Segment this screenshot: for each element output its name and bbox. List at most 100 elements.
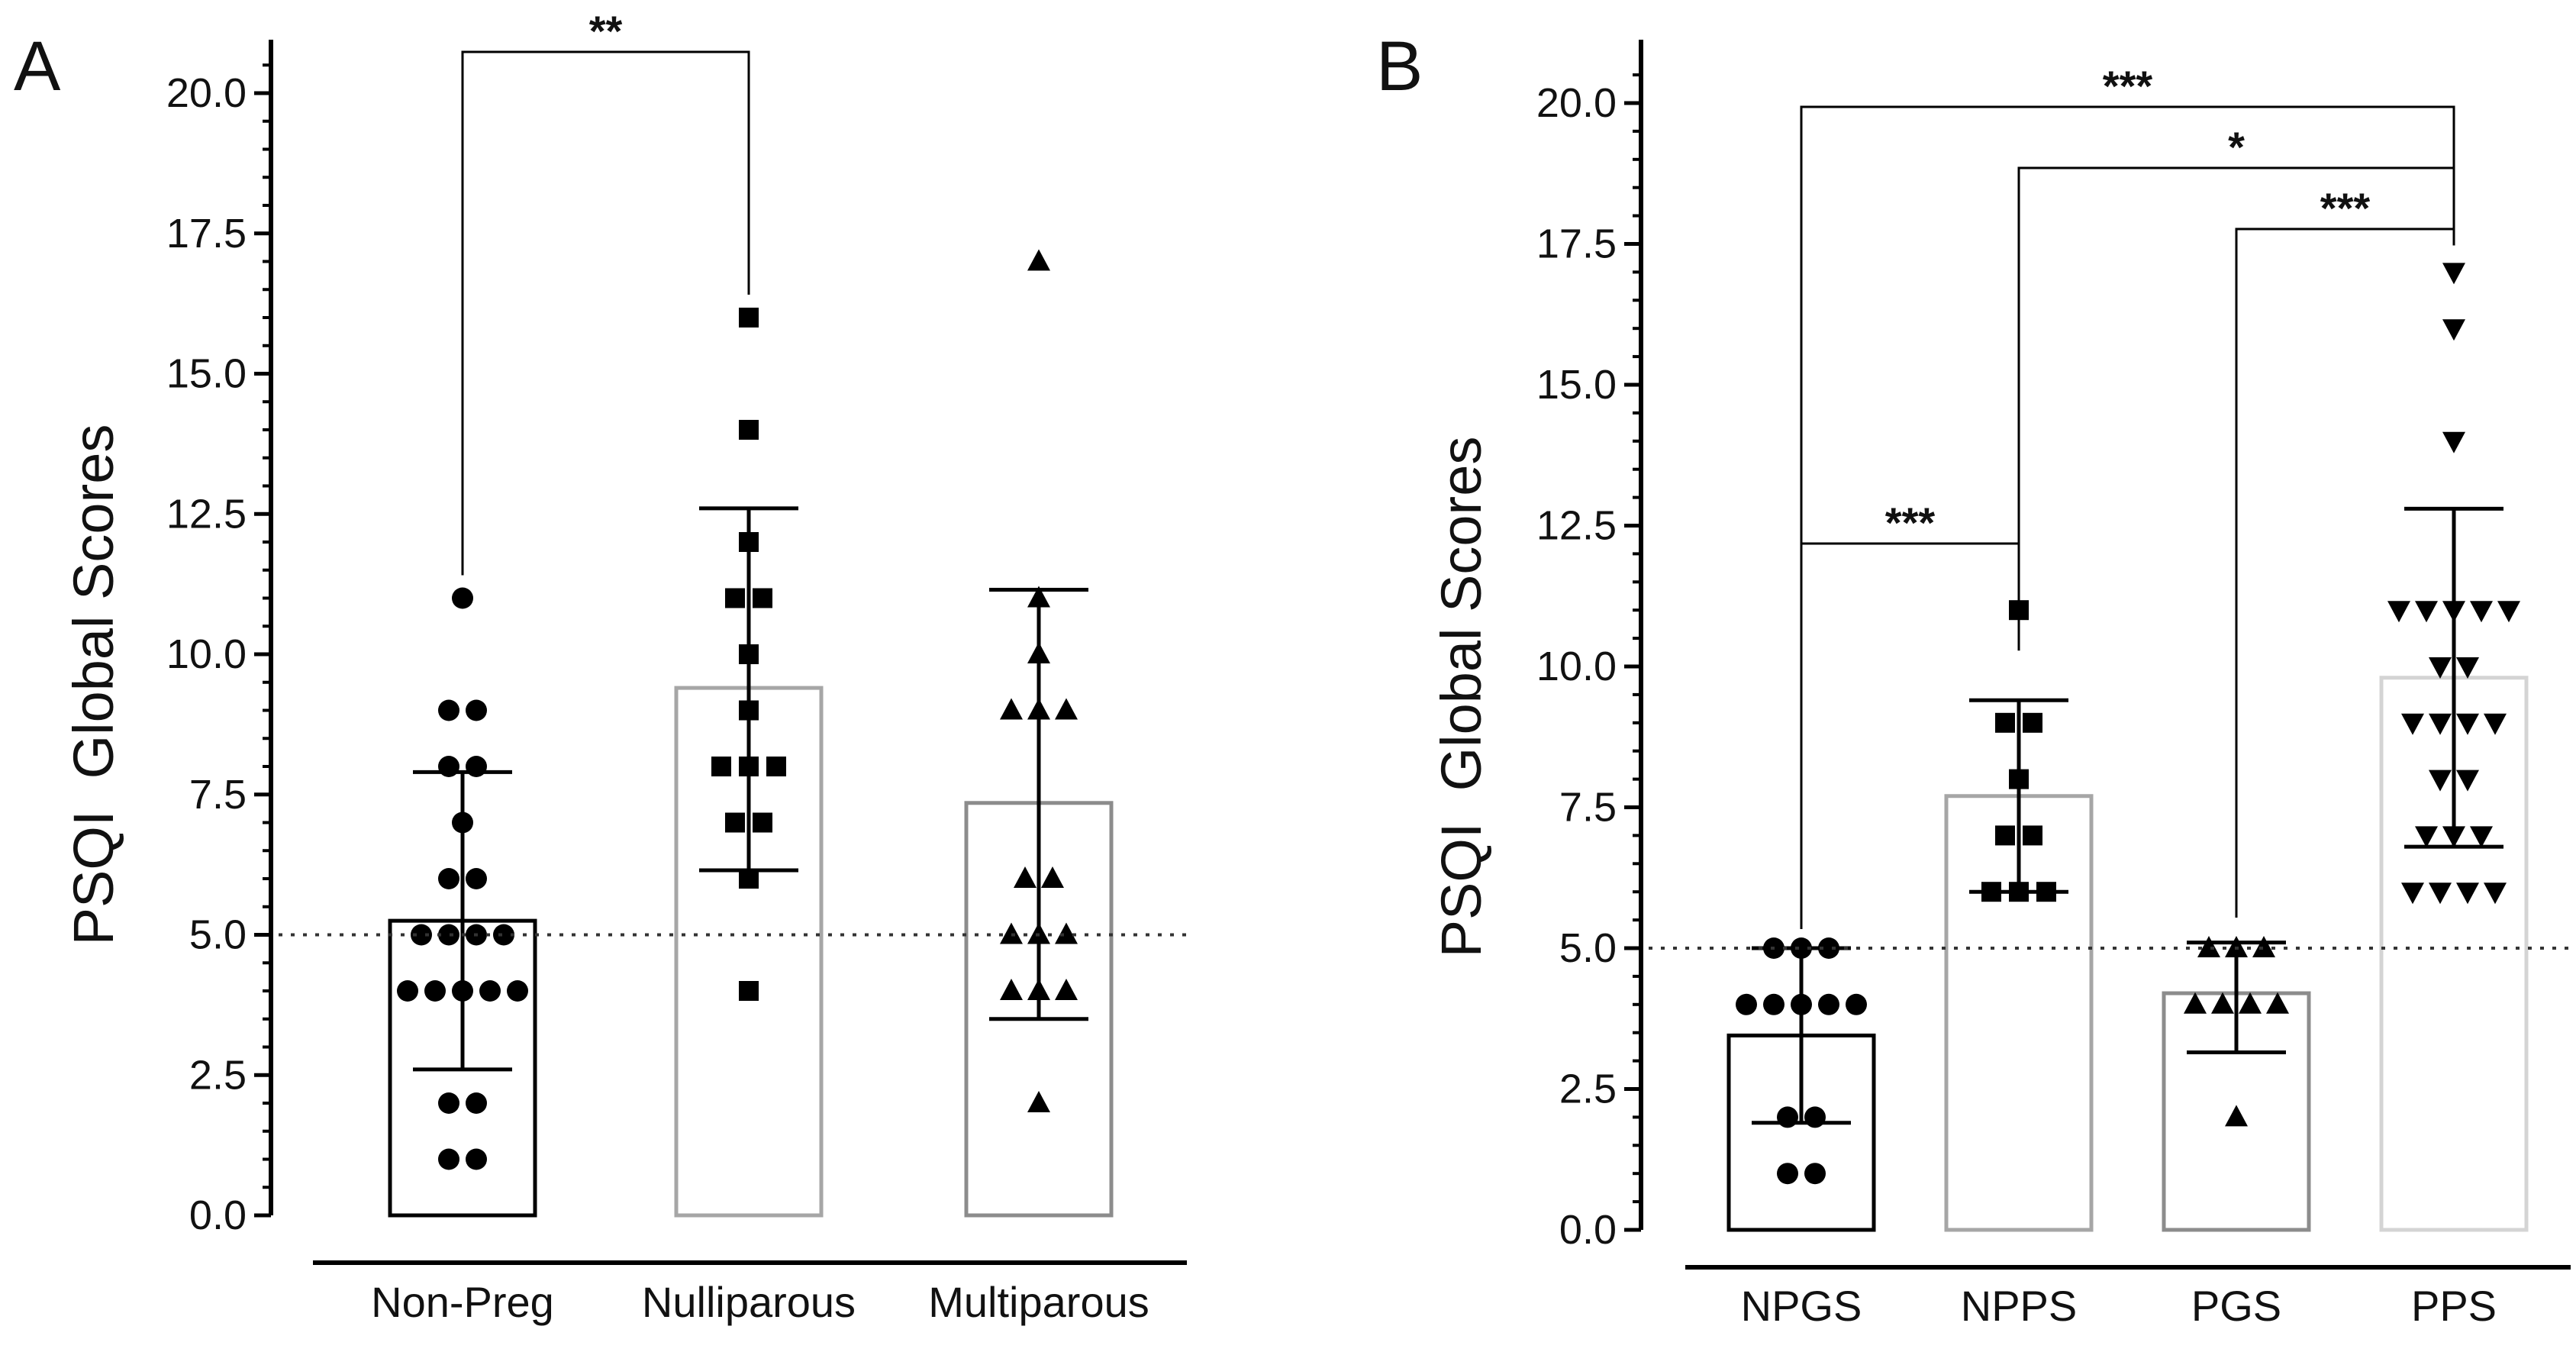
group-pps xyxy=(2379,263,2529,1232)
y-tick-label: 20.0 xyxy=(166,70,247,116)
y-tick-label: 17.5 xyxy=(1536,221,1617,267)
data-point xyxy=(2387,601,2410,623)
y-tick-label: 12.5 xyxy=(1536,503,1617,549)
data-point xyxy=(1027,1091,1050,1112)
data-point xyxy=(2429,770,2452,792)
data-point xyxy=(479,980,501,1002)
data-point xyxy=(2415,826,2438,848)
y-tick-label: 5.0 xyxy=(1559,925,1617,971)
y-tick-label: 5.0 xyxy=(189,912,247,958)
group-nulliparous xyxy=(674,308,824,1218)
data-point xyxy=(438,924,459,946)
data-point xyxy=(466,868,487,889)
data-point xyxy=(753,812,772,833)
y-tick-label: 15.0 xyxy=(1536,362,1617,408)
data-point xyxy=(2456,770,2479,792)
bracket-line xyxy=(1800,542,2020,929)
data-point xyxy=(1000,979,1023,1000)
panel-letter: A xyxy=(14,27,61,105)
data-point xyxy=(1027,249,1050,271)
data-point xyxy=(725,588,745,608)
significance-bracket: *** xyxy=(1800,499,2020,929)
data-point xyxy=(1055,922,1078,944)
data-point xyxy=(466,699,487,721)
data-point xyxy=(2401,713,2424,735)
data-point xyxy=(2252,936,2275,957)
y-axis-title: PSQI Global Scores xyxy=(62,424,125,946)
panel-b: B 0.0 2.5 5.0 7.5 10.0 12.5 15.0 17.5 20.0 PSQI Gl… xyxy=(1376,27,2571,1330)
data-point xyxy=(2484,883,2507,905)
data-point xyxy=(2023,825,2042,846)
significance-label: *** xyxy=(2103,62,2153,110)
data-point xyxy=(2211,992,2234,1014)
data-point xyxy=(753,588,772,608)
data-point xyxy=(2266,992,2289,1014)
data-point xyxy=(2415,601,2438,623)
data-point xyxy=(424,980,446,1002)
data-point xyxy=(507,980,528,1002)
data-point xyxy=(2442,431,2465,453)
y-tick-label: 17.5 xyxy=(166,211,247,257)
bracket-line xyxy=(461,50,750,576)
data-point xyxy=(725,812,745,833)
x-category-label: Multiparous xyxy=(928,1278,1149,1326)
data-point xyxy=(438,1092,459,1114)
y-tick-label: 2.5 xyxy=(1559,1066,1617,1112)
data-point xyxy=(1736,993,1757,1015)
data-point xyxy=(1995,712,2015,733)
y-tick-label: 12.5 xyxy=(166,491,247,537)
y-tick-label: 20.0 xyxy=(1536,80,1617,126)
group-multiparous xyxy=(964,249,1114,1218)
y-tick-label: 10.0 xyxy=(1536,644,1617,689)
data-point xyxy=(1055,979,1078,1000)
x-category-label: NPPS xyxy=(1961,1282,2078,1330)
data-point xyxy=(2456,883,2479,905)
significance-bracket: ** xyxy=(461,7,750,576)
data-point xyxy=(2442,263,2465,285)
data-point xyxy=(438,868,459,889)
significance-label: ** xyxy=(589,7,623,55)
data-point xyxy=(466,1148,487,1170)
data-point xyxy=(2023,712,2042,733)
data-point xyxy=(397,980,418,1002)
data-point xyxy=(1763,993,1785,1015)
data-point xyxy=(711,757,731,776)
data-point xyxy=(2429,657,2452,679)
data-point xyxy=(1846,993,1867,1015)
data-point xyxy=(1055,698,1078,720)
data-point xyxy=(438,1148,459,1170)
bracket-line xyxy=(2017,166,2455,580)
group-pgs xyxy=(2162,936,2311,1232)
data-point xyxy=(2429,713,2452,735)
data-point xyxy=(1014,866,1037,888)
x-category-label: Nulliparous xyxy=(642,1278,856,1326)
data-point xyxy=(1041,866,1064,888)
data-point xyxy=(2442,319,2465,341)
data-point xyxy=(739,981,759,1001)
group-npps xyxy=(1944,600,2094,1232)
data-point xyxy=(2456,713,2479,735)
data-point xyxy=(2184,992,2207,1014)
x-category-label: PGS xyxy=(2191,1282,2281,1330)
data-point xyxy=(2239,992,2262,1014)
data-point xyxy=(2225,1105,2248,1127)
panel-a: A 0.0 2.5 5.0 7.5 10.0 12.5 15.0 17.5 20.0 PSQI Gl… xyxy=(14,7,1187,1326)
data-point xyxy=(1995,825,2015,846)
group-non-preg xyxy=(388,587,537,1218)
data-point xyxy=(2456,657,2479,679)
panel-letter: B xyxy=(1376,27,1423,105)
data-point xyxy=(739,420,759,440)
data-point xyxy=(466,1092,487,1114)
y-tick-label: 10.0 xyxy=(166,631,247,677)
data-point xyxy=(2470,601,2493,623)
data-point xyxy=(766,757,786,776)
data-point xyxy=(2484,713,2507,735)
y-axis-title: PSQI Global Scores xyxy=(1430,437,1493,958)
data-point xyxy=(739,308,759,328)
y-tick-label: 0.0 xyxy=(1559,1207,1617,1253)
data-point xyxy=(1000,698,1023,720)
significance-bracket: *** xyxy=(2235,184,2455,918)
data-point xyxy=(2497,601,2520,623)
data-point xyxy=(452,587,473,609)
